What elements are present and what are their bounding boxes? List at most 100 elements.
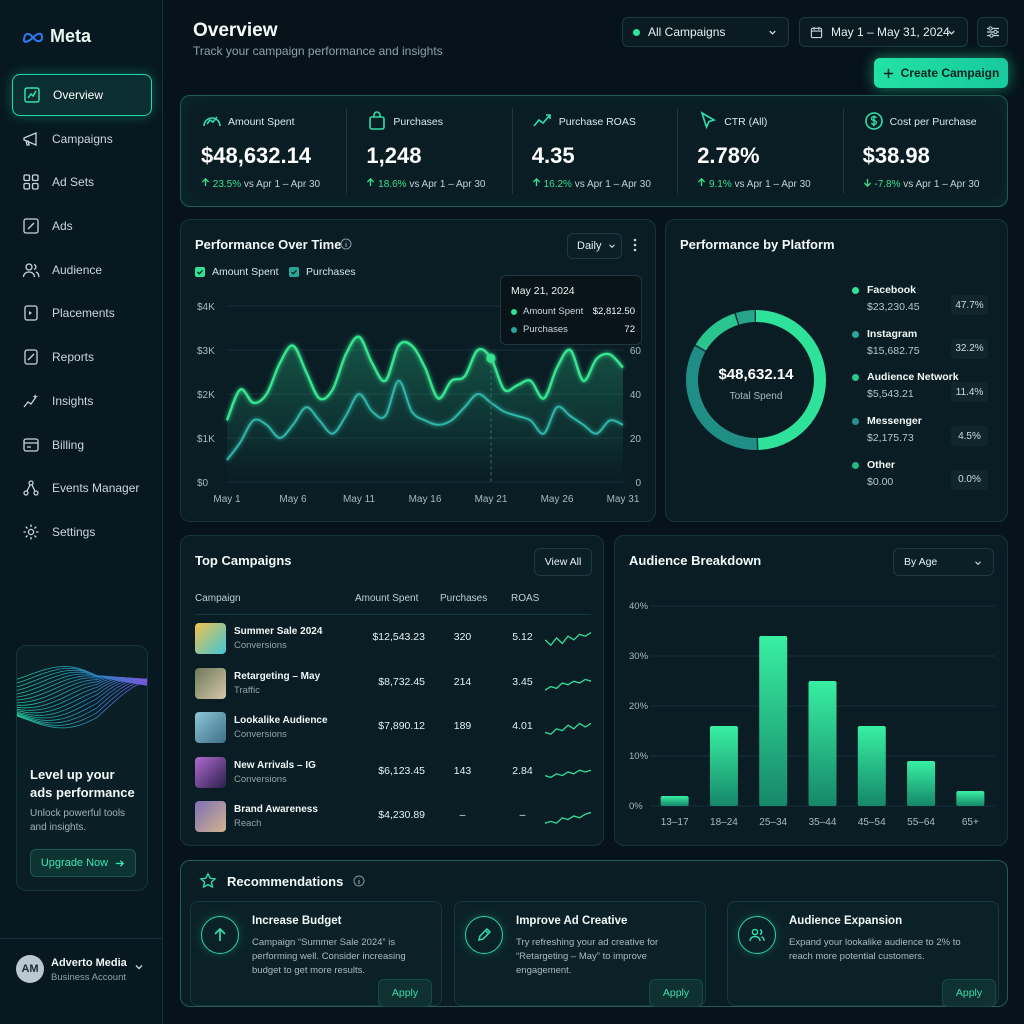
kpi-cost-per-purchase[interactable]: Cost per Purchase $38.98 -7.8% vs Apr 1 …	[843, 96, 1008, 206]
sidebar-item-overview[interactable]: Overview	[12, 74, 152, 116]
sidebar-item-ads[interactable]: Ads	[12, 205, 152, 247]
divider	[346, 108, 348, 194]
kpi-value: $48,632.14	[201, 143, 312, 168]
sidebar-item-placements[interactable]: Placements	[12, 292, 152, 334]
kpi-purchase-roas[interactable]: Purchase ROAS 4.35 16.2% vs Apr 1 – Apr …	[512, 96, 677, 206]
info-icon[interactable]	[353, 875, 365, 887]
legend-purchases[interactable]: Purchases	[289, 266, 356, 278]
legend-amount-spent[interactable]: Amount Spent	[195, 266, 279, 278]
donut-slice-facebook[interactable]	[686, 310, 826, 450]
donut-slice-instagram[interactable]	[686, 310, 826, 450]
campaign-filter-select[interactable]: All Campaigns	[622, 17, 789, 47]
report-icon	[22, 348, 40, 366]
apply-button[interactable]: Apply	[378, 979, 432, 1007]
recommendation-text: Try refreshing your ad creative for “Ret…	[516, 937, 659, 976]
kpi-delta: 9.1% vs Apr 1 – Apr 30	[697, 177, 811, 190]
platform-pct: 32.2%	[951, 338, 988, 359]
x-tick-label: 18–24	[710, 817, 738, 828]
bar-55–64[interactable]	[907, 761, 936, 806]
sidebar-item-campaigns[interactable]: Campaigns	[12, 118, 152, 160]
campaign-purchases: 320	[453, 631, 472, 643]
account-name: Adverto Media	[51, 957, 127, 969]
y2-tick-label: 40	[630, 390, 642, 401]
column-header[interactable]: Purchases	[440, 593, 488, 604]
kpi-purchases[interactable]: Purchases 1,248 18.6% vs Apr 1 – Apr 30	[346, 96, 511, 206]
y2-tick-label: 0	[635, 478, 641, 489]
apply-button[interactable]: Apply	[942, 979, 996, 1007]
sparkline	[545, 722, 591, 736]
filter-settings-button[interactable]	[977, 17, 1008, 47]
more-options-icon[interactable]	[631, 237, 639, 253]
column-header[interactable]: Amount Spent	[355, 593, 419, 604]
kpi-label: Purchases	[393, 116, 443, 128]
date-range-picker[interactable]: May 1 – May 31, 2024	[799, 17, 968, 47]
bar-13–17[interactable]	[660, 796, 689, 806]
table-row[interactable]: Summer Sale 2024 Conversions $12,543.23 …	[195, 619, 591, 659]
sidebar-item-audience[interactable]: Audience	[12, 249, 152, 291]
table-row[interactable]: Retargeting – May Traffic $8,732.45 214 …	[195, 664, 591, 704]
bar-18–24[interactable]	[709, 726, 738, 806]
platform-row-audience-network[interactable]: Audience Network $5,543.21 11.4%	[852, 370, 988, 410]
account-type: Business Account	[51, 972, 126, 983]
placement-icon	[22, 304, 40, 322]
sidebar-item-settings[interactable]: Settings	[12, 511, 152, 553]
sidebar-item-reports[interactable]: Reports	[12, 336, 152, 378]
kpi-strip: Amount Spent $48,632.14 23.5% vs Apr 1 –…	[180, 95, 1008, 207]
bar-65+[interactable]	[956, 791, 985, 806]
y-tick-label: $0	[197, 478, 209, 489]
sidebar-item-billing[interactable]: Billing	[12, 424, 152, 466]
table-row[interactable]: New Arrivals – IG Conversions $6,123.45 …	[195, 753, 591, 793]
kpi-ctr-all[interactable]: CTR (All) 2.78% 9.1% vs Apr 1 – Apr 30	[677, 96, 842, 206]
account-switcher[interactable]: AM Adverto Media Business Account	[0, 938, 162, 1024]
table-row[interactable]: Brand Awareness Reach $4,230.89 – –	[195, 797, 591, 837]
platform-donut-chart[interactable]	[681, 305, 831, 455]
kpi-value: 1,248	[366, 143, 422, 168]
top-campaigns-title: Top Campaigns	[195, 553, 292, 568]
sidebar-item-events-manager[interactable]: Events Manager	[12, 467, 152, 509]
kpi-delta-value: 18.6%	[378, 179, 407, 190]
kpi-value: 2.78%	[697, 143, 760, 168]
table-row[interactable]: Lookalike Audience Conversions $7,890.12…	[195, 708, 591, 748]
bar-35–44[interactable]	[808, 681, 837, 806]
sidebar-item-insights[interactable]: Insights	[12, 380, 152, 422]
bar-25–34[interactable]	[759, 636, 788, 806]
x-tick-label: 65+	[962, 817, 979, 828]
kpi-amount-spent[interactable]: Amount Spent $48,632.14 23.5% vs Apr 1 –…	[181, 96, 346, 206]
platform-name: Facebook	[867, 284, 917, 296]
platform-row-instagram[interactable]: Instagram $15,682.75 32.2%	[852, 327, 988, 367]
create-campaign-button[interactable]: Create Campaign	[874, 58, 1008, 88]
upgrade-now-button[interactable]: Upgrade Now	[30, 849, 136, 877]
column-header[interactable]: Campaign	[195, 593, 241, 604]
tooltip-row: Purchases 72	[511, 324, 635, 335]
platform-row-facebook[interactable]: Facebook $23,230.45 47.7%	[852, 283, 988, 323]
bar-45–54[interactable]	[857, 726, 886, 806]
recommendations-card: Recommendations Increase Budget Campaign…	[180, 860, 1008, 1007]
hover-point[interactable]	[486, 353, 496, 363]
recommendation-improve-ad-creative: Improve Ad Creative Try refreshing your …	[454, 901, 706, 1007]
platform-row-messenger[interactable]: Messenger $2,175.73 4.5%	[852, 414, 988, 454]
audience-group-select[interactable]: By Age	[893, 548, 994, 576]
campaign-objective: Conversions	[234, 773, 287, 785]
x-tick-label: May 11	[343, 494, 375, 505]
platform-row-other[interactable]: Other $0.00 0.0%	[852, 458, 988, 498]
apply-button[interactable]: Apply	[649, 979, 703, 1007]
sidebar-item-ad-sets[interactable]: Ad Sets	[12, 161, 152, 203]
info-icon[interactable]	[340, 238, 352, 250]
kpi-label: Amount Spent	[228, 116, 295, 128]
y-tick-label: $4K	[197, 302, 215, 313]
recommendation-text: Expand your lookalike audience to 2% to …	[789, 937, 961, 962]
view-all-button[interactable]: View All	[534, 548, 592, 576]
column-header[interactable]: ROAS	[511, 593, 540, 604]
brand-logo[interactable]: Meta	[22, 26, 91, 47]
avatar: AM	[16, 955, 44, 983]
granularity-select[interactable]: Daily	[567, 233, 622, 259]
kpi-delta: 18.6% vs Apr 1 – Apr 30	[366, 177, 485, 190]
cursor-icon	[700, 111, 717, 130]
campaign-name: Lookalike Audience	[234, 715, 328, 727]
sidebar-item-label: Settings	[52, 524, 96, 539]
donut-label: Total Spend	[729, 391, 783, 402]
sidebar-item-label: Placements	[52, 306, 115, 321]
arrow-up-icon	[698, 177, 706, 187]
audience-bar-chart[interactable]: 0% 10% 20% 30% 40% 13–17 18–24 25–34 35–44 45–54 5…	[615, 536, 1009, 847]
